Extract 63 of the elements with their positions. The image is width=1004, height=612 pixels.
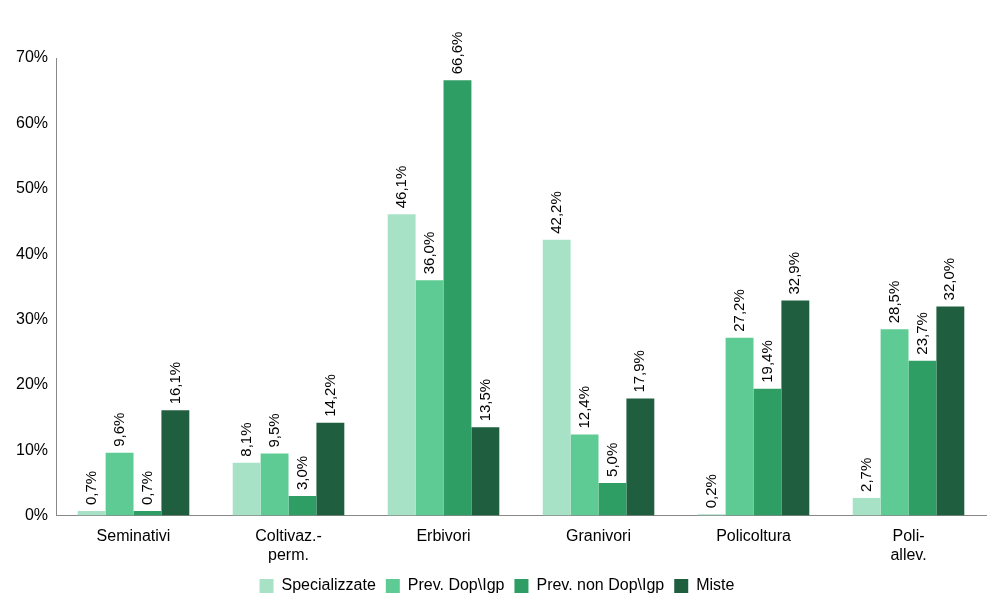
y-tick-label: 50% [15,179,49,197]
bar [880,329,909,516]
data-label: 0,2% [701,474,719,509]
data-label: 0,7% [81,470,99,506]
bar [232,462,261,516]
y-tick-label: 40% [15,244,49,262]
y-tick-label: 10% [15,440,49,458]
data-label: 9,5% [264,413,282,448]
legend-label: Miste [696,576,735,594]
bar [725,337,754,516]
data-label: 5,0% [602,442,620,477]
data-label: 19,4% [757,340,775,383]
bar [908,360,937,516]
bar [542,239,571,516]
y-tick-label: 0% [24,506,49,524]
bar [852,497,881,516]
bar [161,410,190,516]
data-label: 2,7% [856,457,874,492]
legend-label: Specializzate [281,576,376,594]
data-label: 9,6% [109,412,127,447]
bar [598,482,627,516]
bar [570,434,599,516]
bar [471,427,500,516]
y-tick-label: 70% [15,48,49,66]
data-label: 13,5% [475,378,493,422]
data-label: 12,4% [574,385,592,429]
bar [415,280,444,516]
bar [387,214,416,516]
data-label: 3,0% [292,455,310,490]
bar [316,422,345,516]
x-tick-label: Seminativi [96,526,171,544]
bar [443,80,472,516]
bar [260,453,289,516]
data-label: 17,9% [630,350,648,393]
data-label: 23,7% [912,312,930,355]
data-label: 27,2% [729,289,747,332]
bar [753,388,782,516]
y-tick-label: 60% [15,113,49,131]
data-label: 32,9% [785,251,803,295]
x-tick-label: Granivori [566,526,631,544]
data-label: 16,1% [165,361,183,405]
x-tick-label: Poli-allev. [890,526,927,563]
y-tick-label: 20% [15,375,49,393]
data-label: 32,0% [940,257,958,301]
legend-label: Prev. Dop\Igp [407,576,505,594]
bar [288,495,317,516]
bar [626,398,655,516]
x-tick-label: Erbivori [416,526,471,544]
bar [936,306,965,516]
legend-label: Prev. non Dop\Igp [536,576,665,594]
data-label: 28,5% [884,280,902,324]
data-label: 0,7% [137,470,155,506]
data-label: 66,6% [447,31,465,75]
data-label: 46,1% [391,165,409,209]
x-tick-label: Policoltura [716,526,791,544]
data-label: 14,2% [320,374,338,417]
x-tick-label: Coltivaz.-perm. [255,526,322,563]
y-tick-label: 30% [15,309,49,327]
data-label: 42,2% [546,191,564,234]
data-label: 8,1% [236,422,254,457]
data-label: 36,0% [419,231,437,275]
bar [781,300,810,516]
bar [105,452,134,516]
